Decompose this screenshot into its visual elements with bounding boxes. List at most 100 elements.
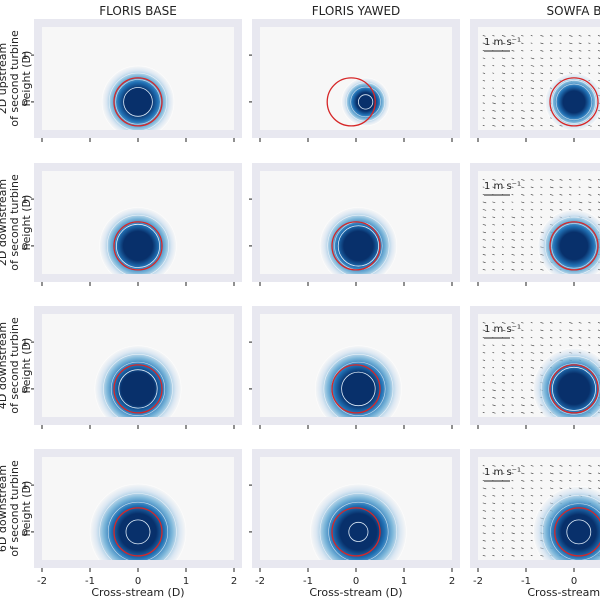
quiver-arrow [559, 465, 563, 467]
quiver-arrow [482, 322, 486, 324]
quiver-arrow [482, 547, 486, 549]
quiver-key-label: 1 m s⁻¹ [484, 181, 521, 192]
quiver-arrow [530, 102, 534, 105]
wake-contour [537, 209, 600, 274]
wake-contour [115, 79, 161, 125]
quiver-arrow [501, 72, 506, 75]
row-label-3: 6D downstream of second turbine height (D) [0, 460, 33, 557]
quiver-arrow [540, 495, 543, 497]
quiver-arrow [521, 261, 524, 263]
quiver-arrow [501, 246, 504, 248]
quiver-arrow [588, 472, 592, 475]
quiver-arrow [492, 322, 495, 324]
quiver-arrow [559, 42, 562, 44]
rotor-outline [549, 221, 599, 271]
quiver-arrow [521, 329, 524, 331]
quiver-arrow [501, 404, 505, 406]
rotor-outline [331, 364, 381, 414]
quiver-arrow [578, 322, 582, 324]
quiver-arrow [597, 179, 600, 181]
row-label-2: 4D downstream of second turbine height (D) [0, 317, 33, 414]
wake-contour [323, 354, 394, 417]
quiver-arrow [482, 57, 486, 59]
quiver-arrow [578, 35, 582, 37]
y-tick-label: 0 [22, 528, 28, 539]
quiver-arrow [569, 65, 573, 67]
quiver-arrow [549, 42, 553, 44]
quiver-arrow [501, 359, 506, 362]
wake-contour [532, 486, 600, 560]
panel-base-row-1: 01 [22, 163, 242, 286]
quiver-arrow [501, 224, 505, 226]
quiver-arrow [492, 254, 495, 256]
quiver-arrow [482, 117, 485, 119]
wake-contour [542, 495, 600, 560]
quiver-arrow [482, 397, 485, 399]
quiver-arrow [578, 65, 582, 67]
quiver-arrow [501, 525, 504, 527]
quiver-arrow [501, 110, 505, 112]
quiver-arrow [511, 367, 515, 369]
wake-contours [532, 486, 600, 560]
quiver-arrow [492, 525, 495, 527]
panel-yawed-row-2 [249, 306, 460, 429]
quiver-arrow [521, 480, 525, 482]
quiver-arrow [492, 65, 495, 67]
quiver-arrow [511, 117, 514, 119]
quiver-arrow [511, 87, 514, 89]
quiver-arrow [482, 102, 485, 104]
quiver-arrow [540, 117, 543, 119]
quiver-arrow [492, 102, 496, 105]
quiver-arrow [530, 216, 534, 218]
quiver-arrow [492, 510, 496, 512]
quiver-arrow [482, 209, 487, 211]
quiver-arrow [511, 502, 516, 505]
quiver-arrow [588, 322, 591, 324]
row-label-line: height (D) [20, 481, 33, 537]
quiver-arrow [511, 42, 515, 45]
wake-core-contour [341, 371, 376, 407]
x-tick-label: -1 [85, 576, 95, 587]
quiver-arrow [501, 487, 505, 489]
quiver-arrow [530, 480, 534, 482]
quiver-arrow [569, 465, 572, 467]
quiver-arrow [501, 179, 505, 181]
quiver-arrow [530, 359, 535, 362]
quiver-arrow [530, 65, 535, 67]
quiver-arrow [530, 179, 534, 181]
quiver-arrow [492, 487, 496, 490]
quiver-arrow [530, 404, 534, 406]
wake-contour [99, 493, 177, 560]
quiver-arrow [482, 382, 485, 384]
quiver-arrow [501, 344, 506, 347]
quiver-arrow [540, 209, 543, 211]
quiver-arrow [501, 532, 504, 534]
quiver-arrow [530, 412, 534, 414]
quiver-arrow [482, 525, 486, 527]
quiver-arrow [530, 246, 533, 248]
quiver-arrow [501, 65, 506, 67]
y-tick-label: 0 [22, 98, 28, 109]
quiver-arrow [597, 117, 600, 119]
quiver-arrow [492, 404, 496, 407]
panel-yawed-row-3: -2 -1 0 1 2 [249, 449, 460, 587]
quiver-arrow [530, 80, 535, 82]
quiver-arrow [588, 329, 591, 331]
wake-contour [110, 361, 166, 416]
quiver-arrow [521, 201, 525, 204]
quiver-arrow [521, 412, 525, 414]
panel-yawed-row-0 [249, 19, 460, 142]
quiver-arrow [501, 57, 506, 60]
wake-contour [327, 214, 390, 274]
wake-contour [544, 72, 600, 130]
quiver-arrow [492, 209, 496, 211]
x-tick-label: -1 [521, 576, 531, 587]
quiver-arrow [501, 329, 506, 332]
quiver-arrow [530, 525, 533, 527]
quiver-arrow [540, 329, 544, 332]
quiver-arrow [521, 239, 524, 241]
quiver-arrow [482, 502, 487, 505]
quiver-arrow [578, 344, 582, 346]
quiver-arrow [530, 239, 533, 241]
quiver-arrow [569, 179, 572, 181]
